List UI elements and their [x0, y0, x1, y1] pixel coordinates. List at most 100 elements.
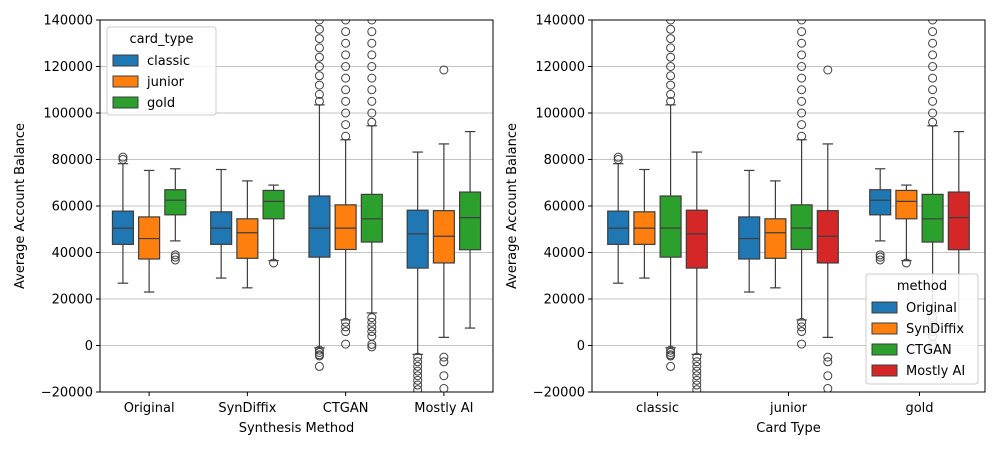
box-classic	[308, 20, 331, 371]
outlier-point	[341, 96, 351, 106]
outlier-point	[928, 20, 938, 25]
box-ctgan	[659, 20, 682, 371]
outlier-point	[666, 52, 676, 62]
legend-swatch	[871, 322, 898, 335]
outlier-point	[928, 85, 938, 95]
legend-swatch	[871, 343, 898, 356]
outlier-point	[692, 385, 702, 392]
outlier-point	[692, 352, 702, 362]
outlier-point	[413, 380, 423, 390]
outlier-point	[797, 27, 807, 37]
outlier-point	[797, 62, 807, 71]
outlier-point	[666, 80, 676, 90]
outlier-point	[367, 73, 377, 83]
outlier-point	[413, 385, 423, 392]
x-axis-label: Card Type	[756, 421, 820, 436]
outlier-point	[875, 250, 885, 260]
outlier-point	[413, 375, 423, 385]
outlier-point	[823, 352, 833, 362]
outlier-point	[367, 108, 377, 118]
outlier-point	[797, 317, 807, 327]
y-tick-label: 60000	[544, 200, 585, 215]
outlier-point	[692, 371, 702, 381]
outlier-point	[439, 65, 449, 75]
outlier-point	[439, 352, 449, 362]
x-tick-label: junior	[769, 401, 808, 416]
outlier-point	[928, 62, 938, 71]
outlier-point	[367, 313, 377, 323]
legend-label: junior	[146, 75, 185, 90]
outlier-point	[314, 80, 324, 90]
legend-label: CTGAN	[906, 343, 952, 358]
outlier-point	[439, 384, 449, 392]
legend-label: Mostly AI	[906, 364, 965, 379]
outlier-point	[666, 71, 676, 81]
outlier-point	[314, 89, 324, 99]
iqr-box	[406, 209, 429, 269]
outlier-point	[413, 371, 423, 381]
outlier-point	[367, 96, 377, 106]
outlier-point	[314, 20, 324, 25]
outlier-point	[118, 152, 128, 162]
outlier-point	[666, 89, 676, 99]
iqr-box	[659, 195, 682, 258]
outlier-point	[367, 27, 377, 37]
outlier-point	[413, 357, 423, 367]
outlier-point	[823, 65, 833, 75]
legend-title: method	[897, 279, 947, 294]
iqr-box	[947, 191, 970, 251]
y-tick-label: −20000	[41, 386, 93, 401]
outlier-point	[314, 96, 324, 106]
outlier-point	[666, 345, 676, 355]
y-tick-label: 20000	[544, 293, 585, 308]
outlier-point	[314, 34, 324, 44]
outlier-point	[367, 20, 377, 25]
iqr-box	[764, 218, 787, 259]
outlier-point	[314, 347, 324, 357]
outlier-point	[314, 345, 324, 355]
iqr-box	[458, 191, 482, 251]
outlier-point	[341, 327, 351, 337]
outlier-point	[314, 361, 324, 371]
box-classic	[111, 152, 135, 284]
outlier-point	[341, 73, 351, 83]
outlier-point	[692, 366, 702, 376]
outlier-point	[341, 322, 351, 332]
box-junior	[432, 65, 455, 392]
outlier-point	[928, 50, 938, 60]
box-junior	[236, 180, 259, 289]
outlier-point	[823, 371, 833, 381]
legend-label: gold	[147, 96, 175, 111]
y-tick-label: 140000	[43, 14, 93, 29]
iqr-box	[262, 189, 285, 220]
outlier-point	[367, 322, 377, 332]
outlier-point	[170, 250, 180, 260]
outlier-point	[666, 351, 676, 361]
outlier-point	[413, 361, 423, 371]
outlier-point	[928, 27, 938, 37]
outlier-point	[692, 357, 702, 367]
y-tick-label: 140000	[535, 14, 585, 29]
plot-area	[111, 20, 482, 392]
box-syndiffix	[895, 184, 918, 268]
x-axis-label: Synthesis Method	[239, 421, 355, 436]
outlier-point	[692, 361, 702, 371]
outlier-point	[170, 252, 180, 262]
outlier-point	[439, 371, 449, 381]
iqr-box	[869, 189, 892, 216]
outlier-point	[314, 52, 324, 62]
iqr-box	[685, 209, 708, 269]
outlier-point	[367, 38, 377, 48]
outlier-point	[666, 20, 676, 25]
y-tick-label: 20000	[52, 293, 93, 308]
outlier-point	[797, 73, 807, 83]
box-mostly-ai	[947, 131, 970, 329]
outlier-point	[341, 317, 351, 327]
y-tick-label: 100000	[43, 107, 93, 122]
outlier-point	[875, 252, 885, 262]
outlier-point	[341, 108, 351, 118]
outlier-point	[797, 85, 807, 95]
iqr-box	[164, 189, 187, 216]
outlier-point	[797, 20, 807, 25]
